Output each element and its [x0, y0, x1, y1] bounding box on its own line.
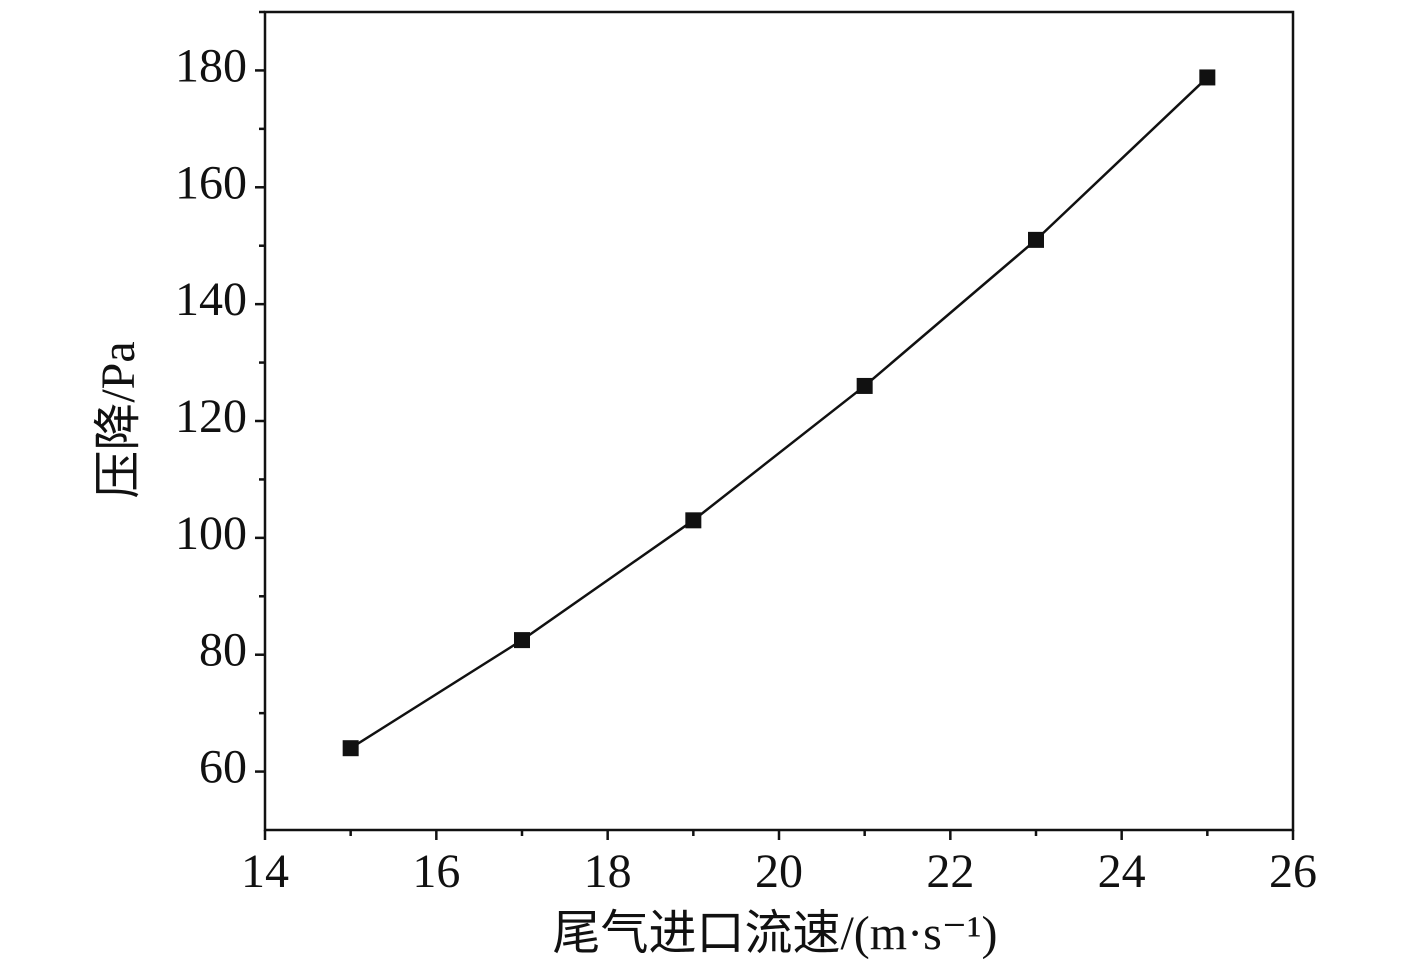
- marker: [342, 740, 359, 757]
- plot-frame: [263, 10, 1295, 832]
- marker: [856, 377, 873, 394]
- x-tick-label: 18: [584, 845, 632, 898]
- x-tick-label: 20: [755, 845, 803, 898]
- y-tick-label: 60: [199, 741, 247, 794]
- y-tick-label: 160: [175, 156, 247, 209]
- y-tick-label: 120: [175, 390, 247, 443]
- y-tick-label: 180: [175, 39, 247, 92]
- y-tick-label: 100: [175, 507, 247, 560]
- y-tick-label: 80: [199, 624, 247, 677]
- x-tick-label: 16: [412, 845, 460, 898]
- y-tick-label: 140: [175, 273, 247, 326]
- marker: [1199, 69, 1216, 86]
- marker: [1028, 231, 1044, 248]
- x-tick-label: 22: [926, 845, 974, 898]
- y-axis-label: 压降/Pa: [92, 341, 145, 498]
- marker: [514, 632, 530, 649]
- x-tick-label: 26: [1269, 845, 1317, 898]
- marker: [685, 512, 702, 529]
- x-tick-label: 14: [241, 845, 289, 898]
- x-tick-label: 24: [1098, 845, 1146, 898]
- line: [350, 76, 1209, 750]
- x-axis-label: 尾气进口流速/(m·s⁻¹): [552, 907, 997, 960]
